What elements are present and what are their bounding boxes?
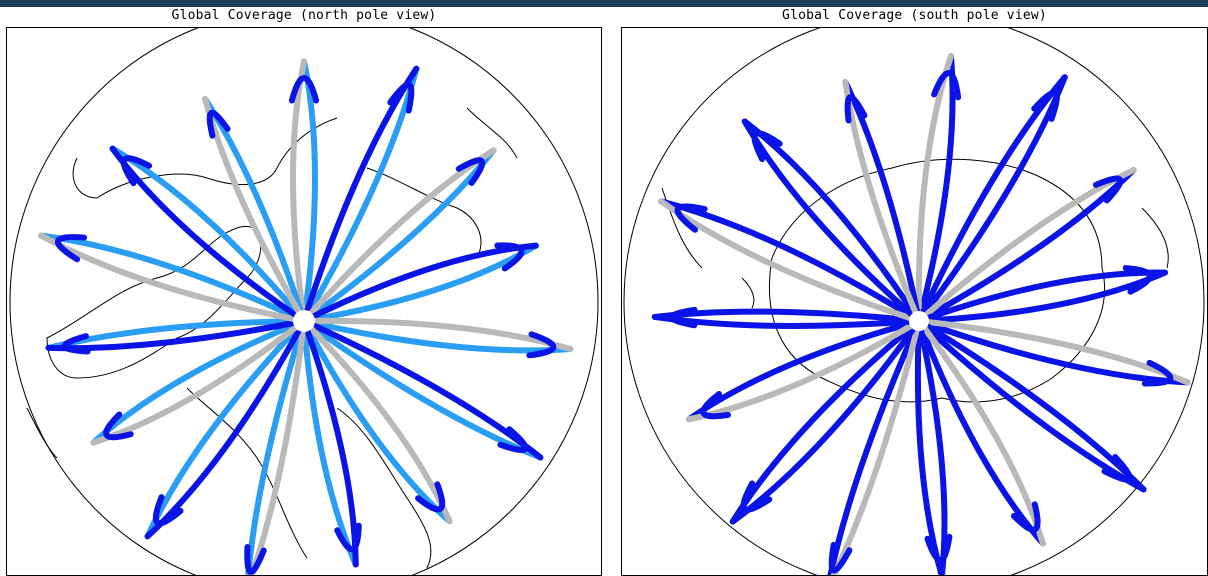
orbit-track-tip — [1010, 501, 1041, 533]
orbit-track-tip — [206, 109, 231, 139]
orbit-track-segment — [916, 318, 948, 575]
orbit-track-segment — [916, 53, 956, 324]
orbit-track-segment — [38, 232, 307, 324]
orbit-track-segment — [916, 269, 1168, 324]
orbit-track-tip — [288, 75, 320, 104]
map-boundary-circle — [623, 28, 1205, 575]
south-pole-map — [623, 28, 1205, 575]
orbit-track-segment — [144, 318, 307, 540]
orbit-track-tip — [1031, 89, 1060, 122]
orbit-track-segment — [144, 318, 307, 540]
orbit-track-tip — [387, 81, 415, 114]
orbit-track-tip — [494, 242, 525, 272]
pole-hole — [293, 310, 315, 332]
orbit-track-tip — [668, 306, 698, 329]
orbit-track-segment — [915, 53, 954, 324]
orbit-track-tip — [152, 494, 184, 527]
orbit-track-segment — [38, 232, 307, 324]
orbit-track-tip — [1101, 454, 1133, 483]
orbit-track-tip — [244, 544, 267, 575]
orbit-track-segment — [301, 318, 359, 568]
orbit-track-segment — [658, 198, 922, 324]
orbit-track-segment — [916, 167, 1137, 324]
orbit-track-tip — [1092, 175, 1124, 204]
coastlines — [661, 158, 1169, 403]
north-pole-panel: Global Coverage (north pole view) — [6, 7, 602, 576]
orbit-track-segment — [109, 145, 307, 324]
orbit-track-segment — [301, 318, 359, 568]
north-map-frame — [6, 27, 602, 576]
orbit-track-segment — [109, 145, 307, 324]
orbit-track-segment — [729, 318, 922, 525]
orbit-track-tip — [740, 480, 773, 513]
orbit-track-segment — [301, 242, 539, 324]
orbit-track-tip — [828, 541, 853, 574]
north-pole-map — [9, 28, 599, 575]
orbit-track-segment — [916, 269, 1168, 324]
orbit-track-segment — [729, 318, 922, 525]
orbit-track-segment — [301, 65, 420, 324]
orbit-track-tip — [844, 94, 868, 124]
orbit-track-segment — [301, 65, 420, 324]
orbit-track-segment — [658, 198, 922, 324]
orbit-track-segment — [741, 118, 922, 324]
orbit-track-tip — [61, 333, 91, 355]
orbit-track-segment — [916, 167, 1137, 324]
pole-hole — [909, 311, 929, 331]
south-map-frame — [621, 27, 1208, 576]
orbit-track-tip — [924, 533, 953, 563]
north-map-title: Global Coverage (north pole view) — [171, 8, 437, 23]
orbit-track-segment — [290, 58, 307, 324]
orbit-track-tip — [103, 411, 134, 441]
orbit-track-tip — [54, 234, 88, 263]
orbit-track-tip — [497, 426, 529, 453]
orbit-track-segment — [301, 318, 453, 525]
orbit-track-segment — [301, 58, 318, 324]
orbit-track-tip — [455, 157, 486, 186]
orbit-tracks — [38, 58, 574, 575]
orbit-track-segment — [916, 318, 1046, 547]
orbit-track-tip — [674, 203, 708, 233]
window-top-bar — [0, 0, 1208, 7]
orbit-track-tip — [526, 331, 557, 359]
orbit-track-tip — [120, 155, 153, 187]
orbit-track-tip — [1141, 359, 1174, 387]
map-boundary-circle — [9, 28, 599, 575]
orbit-track-segment — [914, 318, 945, 575]
orbit-track-tip — [415, 481, 446, 513]
orbit-track-tip — [1122, 265, 1153, 295]
orbit-track-segment — [741, 118, 922, 324]
orbit-track-tip — [931, 70, 962, 101]
south-map-title: Global Coverage (south pole view) — [782, 8, 1047, 23]
orbit-track-tip — [334, 522, 362, 553]
orbit-track-tip — [751, 130, 783, 163]
south-pole-panel: Global Coverage (south pole view) — [621, 7, 1208, 576]
orbit-track-segment — [301, 318, 453, 525]
orbit-track-segment — [301, 242, 539, 324]
orbit-track-segment — [916, 318, 1046, 547]
orbit-tracks — [651, 53, 1191, 575]
orbit-track-tip — [700, 391, 731, 420]
